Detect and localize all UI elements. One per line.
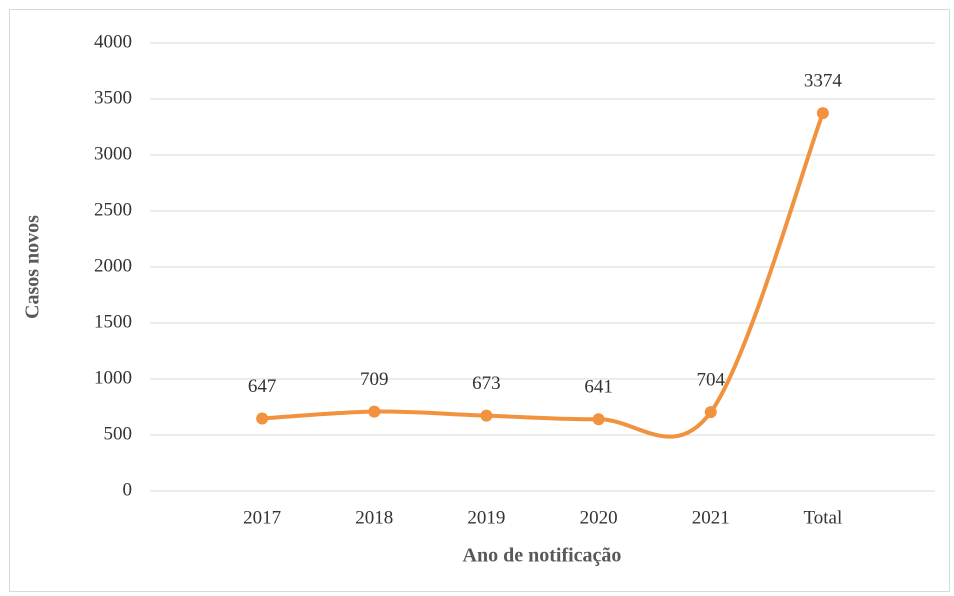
y-tick-label: 1000	[94, 367, 132, 388]
point	[704, 406, 717, 419]
x-tick-label: 2017	[243, 507, 281, 528]
x-tick-label: 2021	[692, 507, 730, 528]
chart-border	[9, 9, 950, 592]
data-label: 641	[584, 377, 613, 398]
data-label: 3374	[804, 70, 843, 91]
x-tick-label: 2018	[355, 507, 393, 528]
y-tick-label: 3000	[94, 143, 132, 164]
y-tick-label: 2000	[94, 255, 132, 276]
point	[368, 405, 381, 418]
y-axis-title: Casos novos	[22, 215, 44, 319]
y-tick-label: 0	[123, 479, 133, 500]
x-tick-label: 2020	[580, 507, 618, 528]
data-label: 647	[248, 376, 277, 397]
y-tick-label: 1500	[94, 311, 132, 332]
y-tick-label: 2500	[94, 199, 132, 220]
point	[816, 107, 829, 120]
point	[480, 409, 493, 422]
y-tick-label: 500	[104, 423, 133, 444]
x-tick-label: 2019	[467, 507, 505, 528]
y-tick-label: 3500	[94, 87, 132, 108]
y-tick-label: 4000	[94, 31, 132, 52]
x-tick-label: Total	[803, 507, 842, 528]
line	[260, 111, 825, 439]
data-label: 704	[696, 370, 725, 391]
data-label: 709	[360, 369, 389, 390]
x-axis-title: Ano de notificação	[463, 545, 622, 567]
point	[256, 412, 269, 425]
point	[592, 413, 605, 426]
data-label: 673	[472, 373, 501, 394]
